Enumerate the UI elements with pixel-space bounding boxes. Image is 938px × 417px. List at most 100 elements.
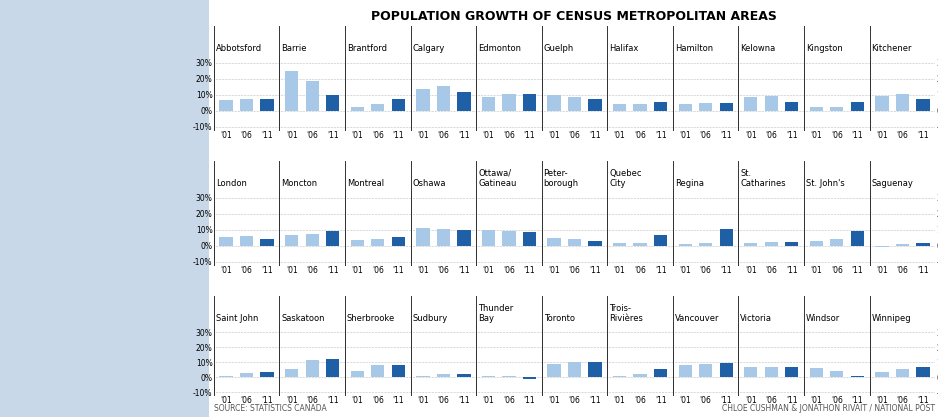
Bar: [219, 100, 233, 111]
Text: Windsor: Windsor: [806, 314, 840, 323]
Text: Saint John: Saint John: [216, 314, 258, 323]
Bar: [548, 238, 561, 246]
Text: Sudbury: Sudbury: [413, 314, 447, 323]
Bar: [875, 95, 888, 111]
Bar: [567, 97, 582, 111]
Bar: [613, 376, 627, 377]
Bar: [285, 71, 298, 111]
Bar: [916, 243, 930, 246]
Text: Calgary: Calgary: [413, 44, 445, 53]
Bar: [548, 95, 561, 111]
Bar: [371, 105, 385, 111]
Bar: [240, 99, 253, 111]
Bar: [392, 365, 405, 377]
Text: Kingston: Kingston: [806, 44, 842, 53]
Bar: [261, 372, 274, 377]
Bar: [654, 369, 667, 377]
Bar: [916, 367, 930, 377]
Text: Regina: Regina: [674, 179, 704, 188]
Text: St.
Catharines: St. Catharines: [740, 168, 786, 188]
Bar: [896, 369, 909, 377]
Text: Quebec
City: Quebec City: [609, 168, 642, 188]
Bar: [744, 367, 757, 377]
Text: Barrie: Barrie: [281, 44, 307, 53]
Bar: [851, 231, 864, 246]
Bar: [437, 229, 450, 246]
Bar: [654, 102, 667, 111]
Bar: [416, 228, 430, 246]
Bar: [719, 229, 733, 246]
Bar: [285, 236, 298, 246]
Text: Moncton: Moncton: [281, 179, 317, 188]
Bar: [678, 244, 692, 246]
Bar: [851, 102, 864, 111]
Bar: [306, 234, 319, 246]
Bar: [613, 105, 627, 111]
Bar: [371, 239, 385, 246]
Text: Saskatoon: Saskatoon: [281, 314, 325, 323]
Text: Oshawa: Oshawa: [413, 179, 446, 188]
Text: Montreal: Montreal: [347, 179, 384, 188]
Bar: [699, 364, 712, 377]
Bar: [588, 362, 601, 377]
Bar: [392, 99, 405, 111]
Bar: [457, 93, 471, 111]
Text: Sherbrooke: Sherbrooke: [347, 314, 395, 323]
Bar: [830, 371, 843, 377]
Bar: [326, 95, 340, 111]
Bar: [326, 359, 340, 377]
Bar: [588, 99, 601, 111]
Bar: [633, 105, 647, 111]
Text: Saguenay: Saguenay: [871, 179, 914, 188]
Bar: [785, 242, 798, 246]
Bar: [240, 373, 253, 377]
Bar: [502, 94, 516, 111]
Bar: [548, 364, 561, 377]
Text: London: London: [216, 179, 247, 188]
Text: Halifax: Halifax: [609, 44, 639, 53]
Bar: [522, 377, 537, 379]
Text: Trois-
Rivières: Trois- Rivières: [609, 304, 643, 323]
Bar: [809, 107, 823, 111]
Bar: [851, 376, 864, 377]
Text: CHLOE CUSHMAN & JONATHON RIVAIT / NATIONAL POST: CHLOE CUSHMAN & JONATHON RIVAIT / NATION…: [722, 404, 935, 413]
Bar: [522, 232, 537, 246]
Bar: [896, 244, 909, 246]
Bar: [437, 374, 450, 377]
Bar: [916, 99, 930, 111]
Bar: [371, 365, 385, 377]
Bar: [351, 371, 364, 377]
Bar: [326, 231, 340, 246]
Bar: [830, 239, 843, 246]
Bar: [482, 97, 495, 111]
Bar: [744, 97, 757, 111]
Text: POPULATION GROWTH OF CENSUS METROPOLITAN AREAS: POPULATION GROWTH OF CENSUS METROPOLITAN…: [371, 10, 777, 23]
Bar: [654, 236, 667, 246]
Text: Edmonton: Edmonton: [478, 44, 521, 53]
Bar: [437, 86, 450, 111]
Bar: [416, 88, 430, 111]
Bar: [785, 367, 798, 377]
Text: Peter-
borough: Peter- borough: [544, 168, 579, 188]
Bar: [699, 103, 712, 111]
Bar: [351, 107, 364, 111]
Text: Victoria: Victoria: [740, 314, 772, 323]
Bar: [567, 239, 582, 246]
Text: St. John's: St. John's: [806, 179, 844, 188]
Bar: [633, 243, 647, 246]
Bar: [522, 94, 537, 111]
Bar: [392, 237, 405, 246]
Bar: [285, 369, 298, 377]
Bar: [678, 104, 692, 111]
Bar: [830, 107, 843, 111]
Text: Kitchener: Kitchener: [871, 44, 912, 53]
Bar: [764, 367, 778, 377]
Bar: [306, 81, 319, 111]
Bar: [764, 242, 778, 246]
Text: Winnipeg: Winnipeg: [871, 314, 911, 323]
Bar: [482, 376, 495, 377]
Bar: [588, 241, 601, 246]
Text: Kelowna: Kelowna: [740, 44, 776, 53]
Bar: [219, 237, 233, 246]
Bar: [719, 103, 733, 111]
